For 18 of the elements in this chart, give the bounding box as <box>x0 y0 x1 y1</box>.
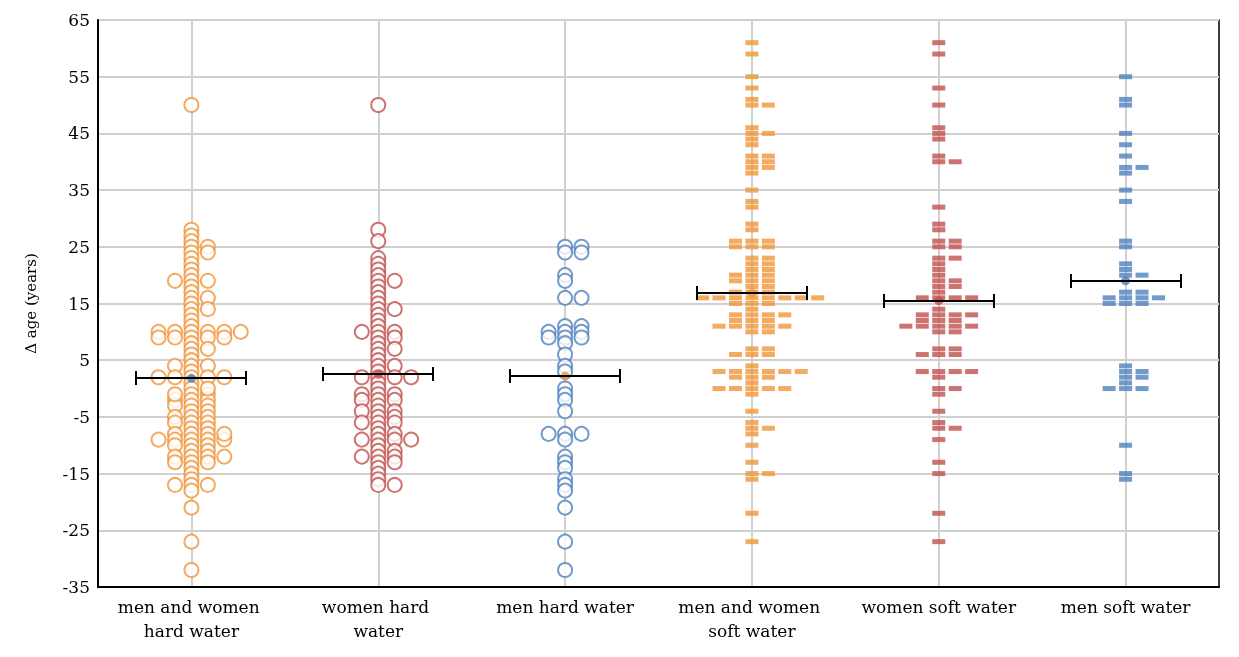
y-tick-label: -35 <box>62 577 90 597</box>
x-tick-label: men soft water <box>1060 597 1192 617</box>
y-tick-label: 55 <box>68 66 90 87</box>
x-tick-label: women hard water <box>321 597 435 641</box>
x-tick-label: men hard water <box>496 597 635 617</box>
x-tick-label: women soft water <box>861 597 1017 617</box>
y-tick-label: -5 <box>73 406 90 427</box>
y-tick-label: 15 <box>68 293 90 314</box>
y-tick-label: 65 <box>68 10 90 30</box>
y-axis-title: Δ age (years) <box>21 253 40 354</box>
y-tick-label: -15 <box>62 463 90 484</box>
y-tick-label: 25 <box>68 236 90 257</box>
y-tick-label: 5 <box>79 350 90 371</box>
x-tick-label: men and women soft water <box>678 597 826 641</box>
x-tick-label: men and women hard water <box>117 597 266 641</box>
y-tick-label: 45 <box>68 123 90 144</box>
y-tick-label: 35 <box>68 180 90 201</box>
y-tick-label: -25 <box>62 520 90 541</box>
